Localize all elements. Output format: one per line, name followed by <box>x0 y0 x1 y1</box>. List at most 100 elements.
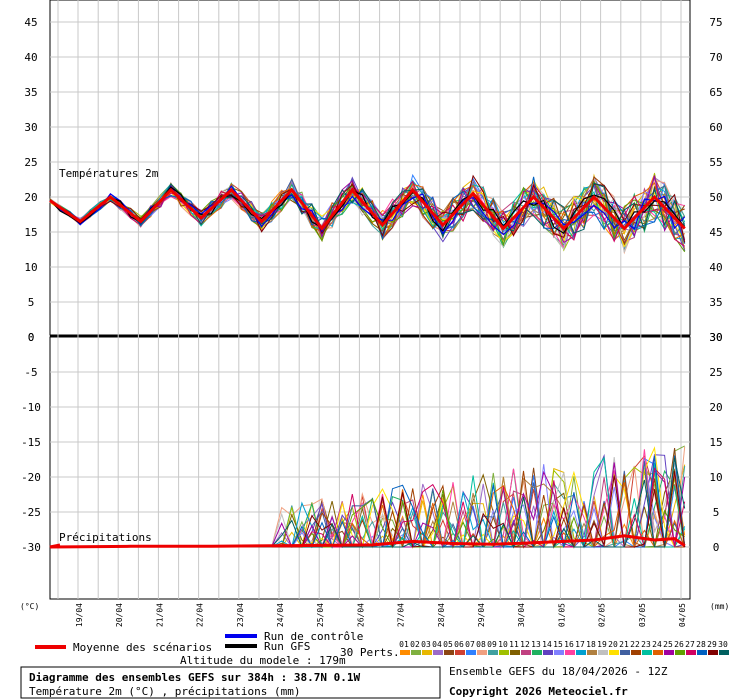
temp-right-tick: 35 <box>709 296 722 309</box>
pert-legend-label: 08 <box>476 640 486 649</box>
pert-legend-label: 16 <box>564 640 574 649</box>
pert-legend-swatch <box>543 650 553 655</box>
date-tick: 22/04 <box>196 603 205 627</box>
date-tick: 04/05 <box>678 603 687 627</box>
pert-legend-label: 25 <box>663 640 673 649</box>
temp-right-tick: 75 <box>709 16 722 29</box>
pert-legend-swatch <box>510 650 520 655</box>
pert-legend-swatch <box>631 650 641 655</box>
precip-right-tick: 0 <box>713 541 720 554</box>
mean-temp-line <box>49 187 686 231</box>
pert-legend-label: 06 <box>454 640 464 649</box>
precip-panel-label: Précipitations <box>59 531 152 544</box>
date-tick: 01/05 <box>557 603 566 627</box>
pert-legend-swatch <box>488 650 498 655</box>
pert-legend-swatch <box>664 650 674 655</box>
footer-subtitle: Température 2m (°C) , précipitations (mm… <box>29 685 301 698</box>
date-tick: 26/04 <box>356 603 365 627</box>
precip-right-tick: 30 <box>709 331 722 344</box>
series-lines <box>49 185 686 549</box>
temp-left-tick: 10 <box>24 261 37 274</box>
pert-legend-label: 10 <box>498 640 508 649</box>
temp-left-tick: 15 <box>24 226 37 239</box>
date-tick: 02/05 <box>598 603 607 627</box>
pert-legend-label: 15 <box>553 640 563 649</box>
temp-left-tick: 45 <box>24 16 37 29</box>
temp-left-tick: 40 <box>24 51 37 64</box>
temp-left-tick: 30 <box>24 121 37 134</box>
pert-legend-swatch <box>532 650 542 655</box>
precip-left-tick: -30 <box>21 541 41 554</box>
temp-right-tick: 55 <box>709 156 722 169</box>
pert-legend-label: 21 <box>619 640 629 649</box>
pert-legend-label: 28 <box>696 640 706 649</box>
date-tick: 03/05 <box>638 603 647 627</box>
pert-legend-swatch <box>620 650 630 655</box>
pert-legend-swatch <box>686 650 696 655</box>
temp-right-tick: 30 <box>709 331 722 344</box>
pert-legend-label: 04 <box>432 640 442 649</box>
precip-left-tick: 0 <box>28 331 35 344</box>
pert-legend-label: 17 <box>575 640 585 649</box>
date-tick: 20/04 <box>115 603 124 627</box>
precip-left-tick: -20 <box>21 471 41 484</box>
pert-legend-label: 22 <box>630 640 640 649</box>
pert-legend-label: 18 <box>586 640 596 649</box>
pert-legend-label: 14 <box>542 640 552 649</box>
pert-legend-label: 03 <box>421 640 431 649</box>
pert-legend-label: 09 <box>487 640 497 649</box>
precip-left-tick: -10 <box>21 401 41 414</box>
pert-legend-swatch <box>554 650 564 655</box>
pert-legend-label: 05 <box>443 640 453 649</box>
pert-legend-label: 29 <box>707 640 717 649</box>
pert-legend-swatch <box>499 650 509 655</box>
legend-gfs-label: Run GFS <box>264 640 310 653</box>
precip-left-tick: -25 <box>21 506 41 519</box>
left-unit: (°C) <box>20 602 39 611</box>
temp-right-tick: 50 <box>709 191 722 204</box>
pert-legend-label: 12 <box>520 640 530 649</box>
pert-legend-swatch <box>675 650 685 655</box>
pert-legend-swatch <box>521 650 531 655</box>
precip-left-tick: -15 <box>21 436 41 449</box>
temp-right-tick: 45 <box>709 226 722 239</box>
precip-right-tick: 25 <box>709 366 722 379</box>
precip-plot-frame <box>49 336 691 600</box>
temp-plot-frame <box>49 0 691 336</box>
pert-legend-swatch <box>422 650 432 655</box>
pert-legend-swatch <box>719 650 729 655</box>
temp-left-tick: 20 <box>24 191 37 204</box>
precip-right-tick: 20 <box>709 401 722 414</box>
ensemble-info: Ensemble GEFS du 18/04/2026 - 12Z <box>449 665 668 678</box>
temp-panel-label: Températures 2m <box>59 167 159 180</box>
date-tick: 19/04 <box>75 603 84 627</box>
date-tick: 28/04 <box>437 603 446 627</box>
pert-legend-label: 02 <box>410 640 420 649</box>
footer-box <box>20 666 441 699</box>
date-tick: 23/04 <box>236 603 245 627</box>
date-tick: 27/04 <box>397 603 406 627</box>
pert-legend-swatch <box>609 650 619 655</box>
date-tick: 21/04 <box>155 603 164 627</box>
pert-legend-swatch <box>587 650 597 655</box>
temp-right-tick: 60 <box>709 121 722 134</box>
pert-legend-label: 30 <box>718 640 728 649</box>
pert-legend-label: 24 <box>652 640 662 649</box>
date-tick: 29/04 <box>477 603 486 627</box>
pert-legend-label: 27 <box>685 640 695 649</box>
pert-legend-swatch <box>466 650 476 655</box>
date-tick: 24/04 <box>276 603 285 627</box>
temp-left-tick: 5 <box>28 296 35 309</box>
temp-left-tick: 0 <box>28 331 35 344</box>
pert-legend-swatch <box>653 650 663 655</box>
date-tick: 25/04 <box>316 603 325 627</box>
temp-left-tick: 25 <box>24 156 37 169</box>
right-unit: (mm) <box>710 602 729 611</box>
pert-legend-label: 19 <box>597 640 607 649</box>
pert-legend-swatch <box>565 650 575 655</box>
precip-right-tick: 10 <box>709 471 722 484</box>
legend-control-label: Run de contrôle <box>264 630 363 643</box>
pert-legend-swatch <box>433 650 443 655</box>
